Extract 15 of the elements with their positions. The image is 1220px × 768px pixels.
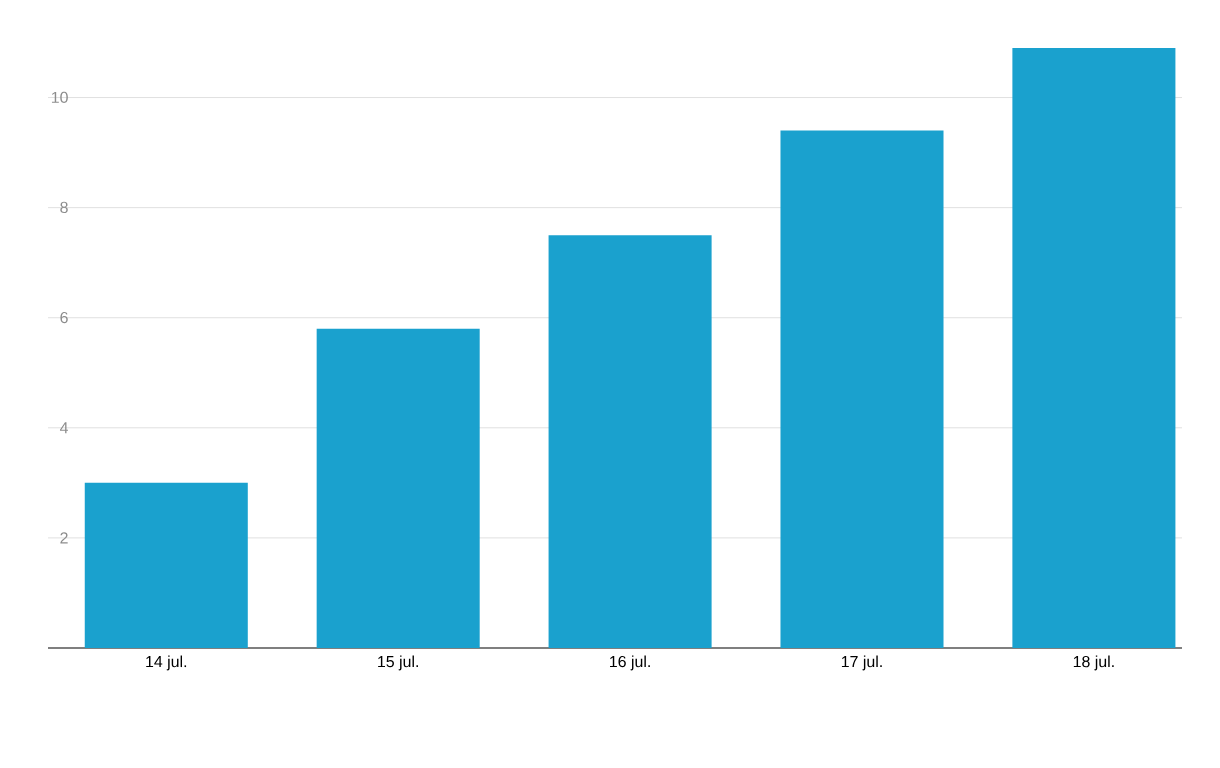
x-tick-label: 18 jul. xyxy=(1073,655,1114,671)
x-tick-label: 15 jul. xyxy=(378,655,418,671)
y-tick-label: 8 xyxy=(60,201,68,214)
bar xyxy=(84,482,248,648)
bar xyxy=(780,130,944,648)
x-tick-label: 14 jul. xyxy=(146,655,187,671)
bar xyxy=(548,235,712,648)
y-tick-label: 6 xyxy=(60,311,68,324)
x-tick-label: 16 jul. xyxy=(610,655,650,671)
x-tick-label: 17 jul. xyxy=(841,655,882,671)
bar xyxy=(1012,47,1176,648)
y-tick-label: 4 xyxy=(59,422,69,434)
y-tick-label: 10 xyxy=(51,91,68,104)
bar xyxy=(316,328,480,648)
y-tick-label: 2 xyxy=(60,532,68,544)
